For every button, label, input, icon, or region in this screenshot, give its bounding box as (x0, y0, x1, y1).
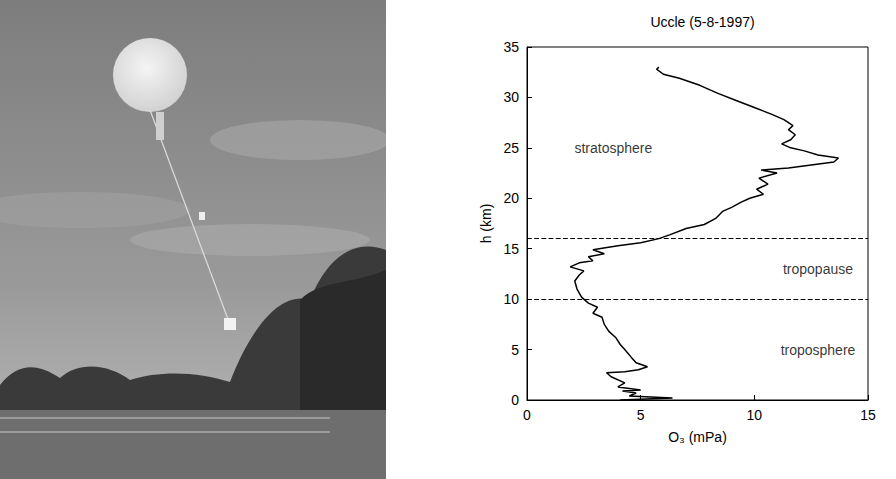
svg-text:35: 35 (503, 39, 519, 55)
svg-text:10: 10 (503, 291, 519, 307)
svg-text:15: 15 (860, 407, 876, 423)
svg-text:Uccle (5-8-1997): Uccle (5-8-1997) (650, 14, 754, 30)
svg-text:0: 0 (511, 392, 519, 408)
svg-text:20: 20 (503, 190, 519, 206)
svg-text:O₃ (mPa): O₃ (mPa) (668, 429, 727, 445)
svg-text:30: 30 (503, 89, 519, 105)
svg-text:h (km): h (km) (478, 204, 494, 244)
svg-text:stratosphere: stratosphere (574, 140, 652, 156)
svg-text:5: 5 (637, 407, 645, 423)
svg-text:0: 0 (523, 407, 531, 423)
svg-text:troposphere: troposphere (781, 342, 856, 358)
svg-text:15: 15 (503, 241, 519, 257)
svg-text:10: 10 (747, 407, 763, 423)
svg-text:tropopause: tropopause (783, 261, 853, 277)
svg-text:5: 5 (511, 342, 519, 358)
svg-text:25: 25 (503, 140, 519, 156)
